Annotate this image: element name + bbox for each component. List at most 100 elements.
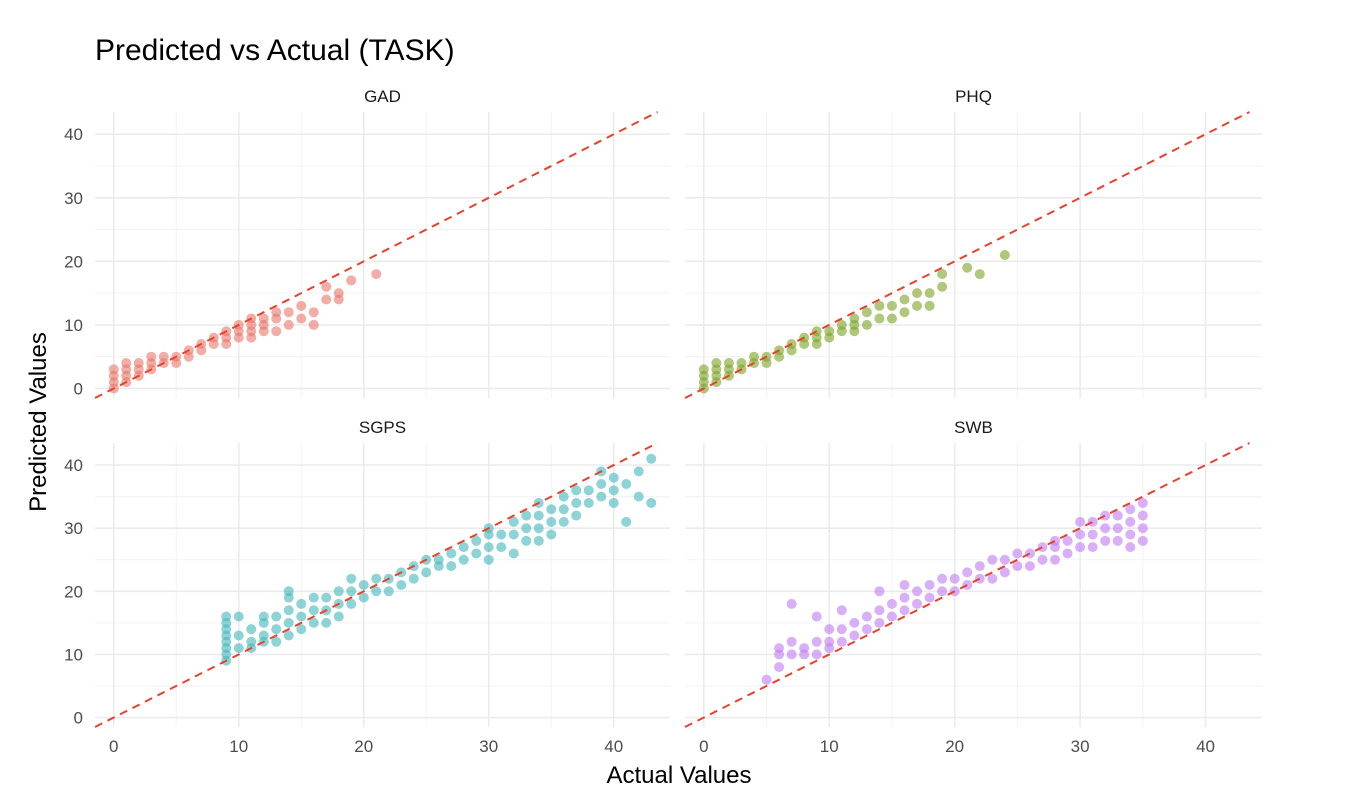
data-point (621, 516, 632, 527)
data-point (533, 523, 544, 534)
data-point (899, 605, 910, 616)
data-point (333, 611, 344, 622)
x-tick-label: 40 (604, 737, 623, 756)
y-tick-label: 40 (64, 125, 83, 144)
data-point (786, 649, 797, 660)
data-point (1050, 554, 1061, 565)
data-point (861, 319, 872, 330)
x-tick-label: 10 (229, 737, 248, 756)
data-point (446, 548, 457, 559)
data-point (308, 605, 319, 616)
data-point (308, 307, 319, 318)
data-point (371, 269, 382, 280)
data-point (937, 573, 948, 584)
y-tick-label: 30 (64, 189, 83, 208)
data-point (1050, 535, 1061, 546)
data-point (321, 617, 332, 628)
data-point (321, 592, 332, 603)
data-point (621, 479, 632, 490)
data-point (886, 300, 897, 311)
data-point (1024, 548, 1035, 559)
data-point (786, 636, 797, 647)
facet-strip-label: PHQ (955, 87, 992, 106)
data-point (1087, 529, 1098, 540)
data-point (296, 611, 307, 622)
y-tick-label: 10 (64, 645, 83, 664)
data-point (962, 262, 973, 273)
data-point (886, 313, 897, 324)
data-point (646, 497, 657, 508)
data-point (849, 617, 860, 628)
y-tick-label: 20 (64, 252, 83, 271)
data-point (811, 636, 822, 647)
data-point (458, 542, 469, 553)
data-point (458, 554, 469, 565)
data-point (1037, 554, 1048, 565)
data-point (496, 529, 507, 540)
data-point (1062, 548, 1073, 559)
x-tick-label: 40 (1196, 737, 1215, 756)
data-point (483, 554, 494, 565)
data-point (146, 351, 157, 362)
x-tick-label: 30 (479, 737, 498, 756)
data-point (886, 611, 897, 622)
data-point (849, 630, 860, 641)
data-point (1075, 529, 1086, 540)
data-point (1037, 542, 1048, 553)
data-point (974, 561, 985, 572)
data-point (471, 548, 482, 559)
data-point (748, 351, 759, 362)
data-point (1024, 561, 1035, 572)
data-point (899, 580, 910, 590)
data-point (1137, 510, 1148, 521)
data-point (221, 611, 232, 622)
data-point (924, 580, 935, 590)
data-point (321, 294, 332, 305)
data-point (912, 300, 923, 311)
data-point (899, 307, 910, 318)
data-point (761, 674, 772, 685)
data-point (774, 662, 785, 673)
data-point (108, 364, 119, 375)
data-point (999, 250, 1010, 260)
data-point (483, 542, 494, 553)
data-point (271, 624, 282, 635)
data-point (508, 516, 519, 527)
data-point (736, 358, 747, 369)
data-point (233, 630, 244, 641)
data-point (408, 573, 419, 584)
data-point (446, 561, 457, 572)
data-point (133, 358, 144, 369)
data-point (1087, 516, 1098, 527)
data-point (608, 472, 619, 483)
x-tick-label: 30 (1071, 737, 1090, 756)
data-point (283, 617, 294, 628)
identity-reference-line (94, 111, 658, 399)
data-point (987, 554, 998, 565)
data-point (296, 300, 307, 311)
data-point (698, 364, 709, 375)
data-point (912, 288, 923, 299)
x-tick-label: 20 (945, 737, 964, 756)
identity-reference-line (94, 442, 658, 728)
data-point (533, 510, 544, 521)
data-point (824, 636, 835, 647)
data-point (246, 624, 257, 635)
data-point (1087, 542, 1098, 553)
y-tick-label: 0 (74, 709, 83, 728)
data-point (912, 586, 923, 597)
data-point (774, 643, 785, 654)
data-point (1112, 535, 1123, 546)
y-tick-label: 20 (64, 582, 83, 601)
data-point (271, 326, 282, 337)
data-point (258, 611, 269, 622)
data-point (283, 319, 294, 330)
facet-panel-gad: GAD 0 10 20 30 40 (64, 87, 670, 399)
data-point (283, 586, 294, 597)
data-point (271, 611, 282, 622)
data-point (1075, 542, 1086, 553)
facet-strip-label: SWB (954, 418, 993, 437)
data-point (786, 598, 797, 609)
